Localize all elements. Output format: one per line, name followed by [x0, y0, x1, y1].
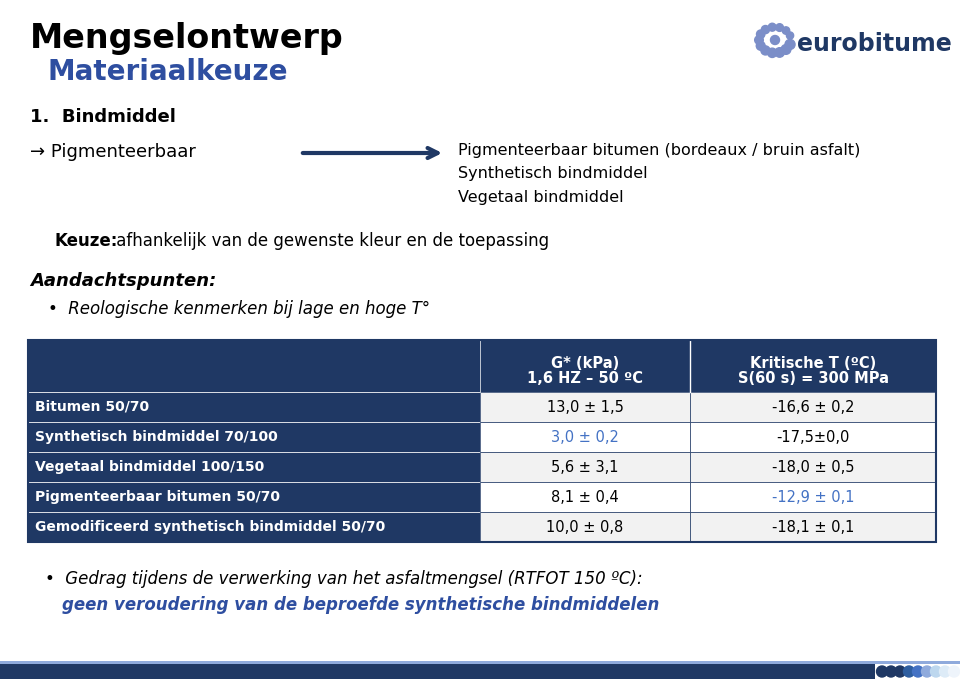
Bar: [28, 512, 480, 542]
Circle shape: [930, 666, 942, 677]
Text: Kritische T (ºC): Kritische T (ºC): [750, 356, 876, 371]
Text: Gemodificeerd synthetisch bindmiddel 50/70: Gemodificeerd synthetisch bindmiddel 50/…: [35, 520, 385, 534]
Text: Mengselontwerp: Mengselontwerp: [30, 22, 344, 55]
Bar: [28, 452, 480, 482]
Bar: [690, 422, 936, 452]
Circle shape: [761, 25, 770, 34]
Circle shape: [768, 23, 777, 31]
Text: 13,0 ± 1,5: 13,0 ± 1,5: [546, 400, 623, 414]
Bar: [690, 512, 936, 542]
Text: -18,0 ± 0,5: -18,0 ± 0,5: [772, 460, 854, 475]
Text: eurobitume: eurobitume: [797, 32, 951, 56]
Circle shape: [756, 30, 765, 38]
Bar: [480, 392, 690, 422]
Circle shape: [768, 48, 777, 58]
Bar: [480, 482, 690, 512]
Text: 3,0 ± 0,2: 3,0 ± 0,2: [551, 429, 619, 444]
Text: Materiaalkeuze: Materiaalkeuze: [48, 58, 289, 86]
Circle shape: [771, 36, 780, 45]
Bar: [690, 392, 936, 422]
Bar: [28, 340, 936, 542]
Bar: [28, 422, 480, 452]
Circle shape: [940, 666, 950, 677]
Text: 1,6 HZ – 50 ºC: 1,6 HZ – 50 ºC: [527, 371, 643, 386]
Text: 5,6 ± 3,1: 5,6 ± 3,1: [551, 460, 619, 475]
Bar: [28, 482, 480, 512]
Text: Vegetaal bindmiddel 100/150: Vegetaal bindmiddel 100/150: [35, 460, 264, 474]
Text: Synthetisch bindmiddel 70/100: Synthetisch bindmiddel 70/100: [35, 430, 277, 444]
Text: G* (kPa): G* (kPa): [551, 356, 619, 371]
Bar: [480, 512, 690, 542]
Text: 8,1 ± 0,4: 8,1 ± 0,4: [551, 490, 619, 504]
Text: •  Reologische kenmerken bij lage en hoge T°: • Reologische kenmerken bij lage en hoge…: [48, 300, 430, 318]
Circle shape: [781, 45, 791, 54]
Circle shape: [922, 666, 932, 677]
Text: geen veroudering van de beproefde synthetische bindmiddelen: geen veroudering van de beproefde synthe…: [62, 596, 660, 614]
Circle shape: [786, 32, 794, 39]
Text: 10,0 ± 0,8: 10,0 ± 0,8: [546, 519, 624, 534]
Circle shape: [913, 666, 924, 677]
Text: Bitumen 50/70: Bitumen 50/70: [35, 400, 149, 414]
Text: -17,5±0,0: -17,5±0,0: [777, 429, 850, 444]
Circle shape: [775, 47, 784, 57]
Text: → Pigmenteerbaar: → Pigmenteerbaar: [30, 143, 196, 161]
Text: S(60 s) = 300 MPa: S(60 s) = 300 MPa: [737, 371, 889, 386]
Text: -12,9 ± 0,1: -12,9 ± 0,1: [772, 490, 854, 504]
Bar: [0, 664, 875, 679]
Text: 1.  Bindmiddel: 1. Bindmiddel: [30, 108, 176, 126]
Circle shape: [782, 27, 790, 34]
Bar: [28, 340, 936, 392]
Circle shape: [948, 666, 959, 677]
Circle shape: [756, 41, 765, 50]
Circle shape: [903, 666, 915, 677]
Circle shape: [776, 23, 783, 32]
Bar: [0, 661, 960, 664]
Circle shape: [885, 666, 897, 677]
Text: Keuze:: Keuze:: [55, 232, 118, 250]
Circle shape: [761, 46, 770, 55]
Text: Pigmenteerbaar bitumen 50/70: Pigmenteerbaar bitumen 50/70: [35, 490, 280, 504]
Circle shape: [785, 39, 795, 49]
Text: -18,1 ± 0,1: -18,1 ± 0,1: [772, 519, 854, 534]
Bar: [480, 452, 690, 482]
Circle shape: [755, 36, 763, 44]
Text: Pigmenteerbaar bitumen (bordeaux / bruin asfalt)
Synthetisch bindmiddel
Vegetaal: Pigmenteerbaar bitumen (bordeaux / bruin…: [458, 143, 860, 205]
Text: afhankelijk van de gewenste kleur en de toepassing: afhankelijk van de gewenste kleur en de …: [111, 232, 549, 250]
Bar: [28, 392, 480, 422]
Bar: [690, 452, 936, 482]
Circle shape: [895, 666, 905, 677]
Bar: [480, 422, 690, 452]
Text: -16,6 ± 0,2: -16,6 ± 0,2: [772, 400, 854, 414]
Text: •  Gedrag tijdens de verwerking van het asfaltmengsel (RTFOT 150 ºC):: • Gedrag tijdens de verwerking van het a…: [45, 570, 642, 588]
Circle shape: [876, 666, 887, 677]
Bar: [690, 482, 936, 512]
Text: Aandachtspunten:: Aandachtspunten:: [30, 272, 216, 290]
